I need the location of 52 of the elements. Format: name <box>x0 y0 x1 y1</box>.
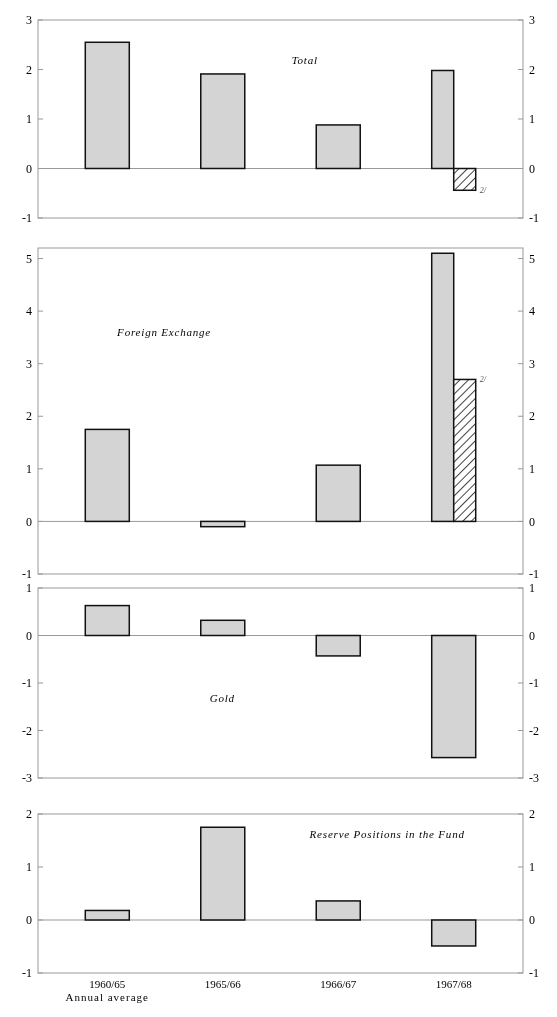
y-tick-label: 1 <box>26 462 32 477</box>
y-tick-label: -3 <box>22 771 32 786</box>
y-tick-label: -1 <box>22 966 32 981</box>
y2-tick-label: -1 <box>529 567 539 582</box>
annotation: 2/ <box>479 375 487 385</box>
y2-tick-label: -3 <box>529 771 539 786</box>
x-tick-label: 1966/67 <box>320 978 357 990</box>
y2-tick-label: 0 <box>529 161 535 176</box>
y-tick-label: -1 <box>22 211 32 226</box>
y-tick-label: 5 <box>26 251 32 266</box>
y2-tick-label: 2 <box>529 62 535 77</box>
y-tick-label: -2 <box>22 723 32 738</box>
y2-tick-label: 1 <box>529 581 535 596</box>
y2-tick-label: -1 <box>529 676 539 691</box>
y-tick-label: 4 <box>26 304 32 319</box>
y-tick-label: 3 <box>26 356 32 371</box>
annotation: 2/ <box>479 186 487 196</box>
text: Total <box>291 53 318 66</box>
y-tick-label: 0 <box>26 913 32 928</box>
y-tick-label: -1 <box>22 567 32 582</box>
y-tick-label: 2 <box>26 62 32 77</box>
y2-tick-label: 4 <box>529 304 535 319</box>
y-tick-label: 0 <box>26 161 32 176</box>
y2-tick-label: 1 <box>529 462 535 477</box>
y2-tick-label: 0 <box>529 913 535 928</box>
y2-tick-label: 5 <box>529 251 535 266</box>
y2-tick-label: 3 <box>529 13 535 28</box>
y2-tick-label: -1 <box>529 211 539 226</box>
y-tick-label: 1 <box>26 112 32 127</box>
y2-tick-label: -2 <box>529 723 539 738</box>
y2-tick-label: -1 <box>529 966 539 981</box>
y-tick-label: -1 <box>22 676 32 691</box>
y-tick-label: 0 <box>26 514 32 529</box>
y2-tick-label: 1 <box>529 860 535 875</box>
y-tick-label: 2 <box>26 409 32 424</box>
y2-tick-label: 2 <box>529 409 535 424</box>
x-tick-label: 1965/66 <box>204 978 242 990</box>
text: Reserve Positions in the Fund <box>308 827 465 840</box>
y2-tick-label: 3 <box>529 356 535 371</box>
y-tick-label: 1 <box>26 581 32 596</box>
y-tick-label: 3 <box>26 13 32 28</box>
y2-tick-label: 0 <box>529 514 535 529</box>
x-tick-label: 1960/65 Annual average <box>65 978 149 1003</box>
y-tick-label: 1 <box>26 860 32 875</box>
text: Foreign Exchange <box>116 326 212 339</box>
y2-tick-label: 1 <box>529 112 535 127</box>
x-tick-label: 1967/68 <box>435 978 473 990</box>
y2-tick-label: 2 <box>529 807 535 822</box>
y-tick-label: 2 <box>26 807 32 822</box>
text: Gold <box>209 692 235 704</box>
y-tick-label: 0 <box>26 628 32 643</box>
y2-tick-label: 0 <box>529 628 535 643</box>
